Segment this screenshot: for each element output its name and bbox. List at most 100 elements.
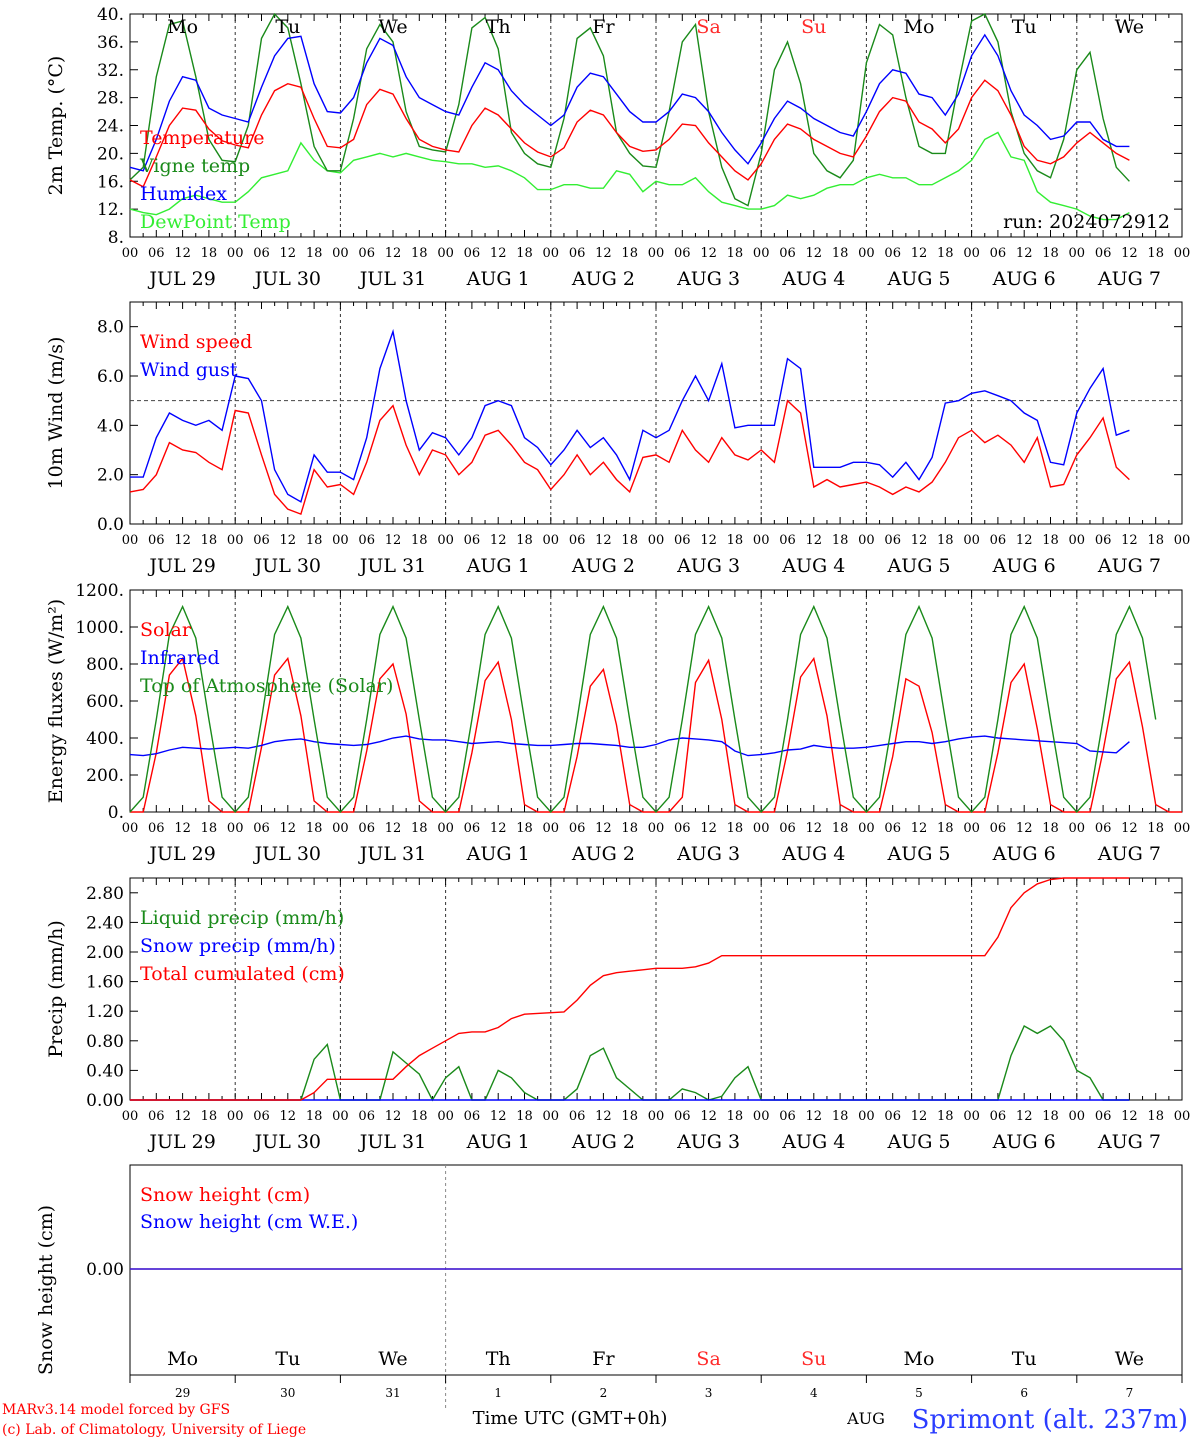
hour-tick-label: 00: [963, 246, 980, 261]
hour-tick-label: 00: [1174, 1109, 1191, 1124]
hour-tick-label: 00: [648, 533, 665, 548]
hour-tick-label: 06: [779, 821, 796, 836]
date-label: AUG 6: [992, 1131, 1056, 1153]
hour-tick-label: 00: [1174, 533, 1191, 548]
hour-tick-label: 12: [280, 246, 297, 261]
hour-tick-label: 06: [1095, 1109, 1112, 1124]
y-tick-label: 2.80: [86, 884, 124, 904]
date-label: AUG 3: [676, 555, 740, 577]
y-tick-label: 4.0: [97, 416, 124, 436]
date-label: JUL 29: [147, 268, 215, 290]
precip-series-3: [130, 877, 1130, 1101]
hour-tick-label: 00: [543, 821, 560, 836]
legend-entry: Temperature: [140, 127, 264, 149]
temp-series-4: [129, 131, 1130, 221]
date-label: JUL 29: [147, 555, 215, 577]
run-label: run: 2024072912: [1003, 211, 1170, 233]
hour-tick-label: 00: [122, 246, 139, 261]
hour-tick-label: 12: [490, 1109, 507, 1124]
hour-tick-label: 18: [832, 1109, 849, 1124]
hour-tick-label: 00: [753, 533, 770, 548]
hour-tick-label: 18: [727, 246, 744, 261]
hour-tick-label: 18: [411, 533, 428, 548]
legend-entry: DewPoint Temp: [140, 211, 291, 233]
snow-panel: 0.00 Snow height (cm) Snow height (cm) Snow…: [35, 1164, 1183, 1410]
hour-tick-label: 12: [806, 533, 823, 548]
y-tick-label: 1200.: [75, 581, 124, 601]
hour-tick-label: 18: [1042, 246, 1059, 261]
y-tick-label: 2.0: [97, 466, 124, 486]
hour-tick-label: 00: [858, 821, 875, 836]
hour-tick-label: 00: [227, 533, 244, 548]
y-tick-label: 32.: [97, 61, 124, 81]
y-axis-label: Snow height (cm): [35, 1205, 57, 1375]
y-axis-label: 10m Wind (m/s): [45, 337, 67, 490]
hour-tick-label: 06: [1095, 246, 1112, 261]
hour-tick-label: 12: [385, 246, 402, 261]
date-label: AUG 5: [886, 843, 950, 865]
day-number-label: 7: [1126, 1386, 1134, 1400]
y-tick-label: 0.0: [97, 515, 124, 535]
hour-tick-label: 00: [963, 533, 980, 548]
hour-tick-label: 12: [1121, 246, 1138, 261]
date-label: AUG 3: [676, 268, 740, 290]
hour-tick-label: 18: [516, 533, 533, 548]
y-tick-label: 800.: [86, 655, 124, 675]
day-number-label: 30: [280, 1386, 295, 1400]
hour-tick-label: 06: [884, 1109, 901, 1124]
weekday-label: Mo: [167, 1348, 198, 1370]
hour-tick-label: 06: [569, 1109, 586, 1124]
hour-tick-label: 18: [306, 821, 323, 836]
hour-tick-label: 12: [595, 821, 612, 836]
date-label: AUG 6: [992, 555, 1056, 577]
y-axis-label: Precip (mm/h): [45, 920, 67, 1058]
hour-tick-label: 06: [464, 1109, 481, 1124]
y-tick-label: 0.00: [86, 1260, 124, 1280]
model-credit: MARv3.14 model forced by GFS: [2, 1402, 230, 1418]
date-label: AUG 1: [466, 1131, 530, 1153]
date-label: AUG 7: [1097, 1131, 1161, 1153]
hour-tick-label: 12: [911, 533, 928, 548]
energy-series-3: [129, 604, 1157, 814]
date-label: JUL 29: [147, 843, 215, 865]
hour-tick-label: 12: [911, 1109, 928, 1124]
hour-tick-label: 06: [358, 246, 375, 261]
hour-tick-label: 18: [727, 821, 744, 836]
hour-tick-label: 06: [779, 246, 796, 261]
day-number-label: 6: [1020, 1386, 1028, 1400]
weekday-label: Th: [486, 16, 511, 38]
hour-tick-label: 12: [1016, 1109, 1033, 1124]
hour-tick-label: 06: [253, 533, 270, 548]
precip-panel: 0.00 0.40 0.80 1.20 1.60 2.00 2.40 2.80 Precip (…: [45, 877, 1191, 1153]
hour-tick-label: 06: [253, 1109, 270, 1124]
hour-tick-label: 18: [201, 246, 218, 261]
hour-tick-label: 12: [700, 246, 717, 261]
legend-entry: Wind gust: [140, 359, 238, 381]
date-label: AUG 2: [571, 268, 635, 290]
hour-tick-label: 06: [1095, 821, 1112, 836]
energy-series-2: [129, 735, 1130, 757]
hour-tick-label: 18: [201, 1109, 218, 1124]
hour-tick-label: 06: [884, 533, 901, 548]
hour-tick-label: 00: [858, 533, 875, 548]
hour-tick-label: 18: [937, 1109, 954, 1124]
hour-tick-label: 12: [1121, 821, 1138, 836]
y-tick-label: 200.: [86, 766, 124, 786]
hour-tick-label: 06: [990, 1109, 1007, 1124]
y-tick-label: 40.: [97, 5, 124, 25]
hour-tick-label: 12: [280, 1109, 297, 1124]
hour-tick-label: 00: [1174, 246, 1191, 261]
y-tick-label: 0.: [108, 803, 124, 823]
weekday-label: Fr: [592, 16, 615, 38]
date-label: JUL 30: [253, 843, 321, 865]
y-tick-label: 8.: [108, 228, 124, 248]
hour-tick-label: 00: [332, 1109, 349, 1124]
hour-tick-label: 12: [490, 821, 507, 836]
hour-tick-label: 12: [806, 246, 823, 261]
hour-tick-label: 06: [464, 246, 481, 261]
hour-tick-label: 12: [490, 246, 507, 261]
hour-tick-label: 12: [806, 1109, 823, 1124]
y-tick-label: 1000.: [75, 618, 124, 638]
hour-tick-label: 06: [464, 821, 481, 836]
hour-tick-label: 18: [832, 246, 849, 261]
